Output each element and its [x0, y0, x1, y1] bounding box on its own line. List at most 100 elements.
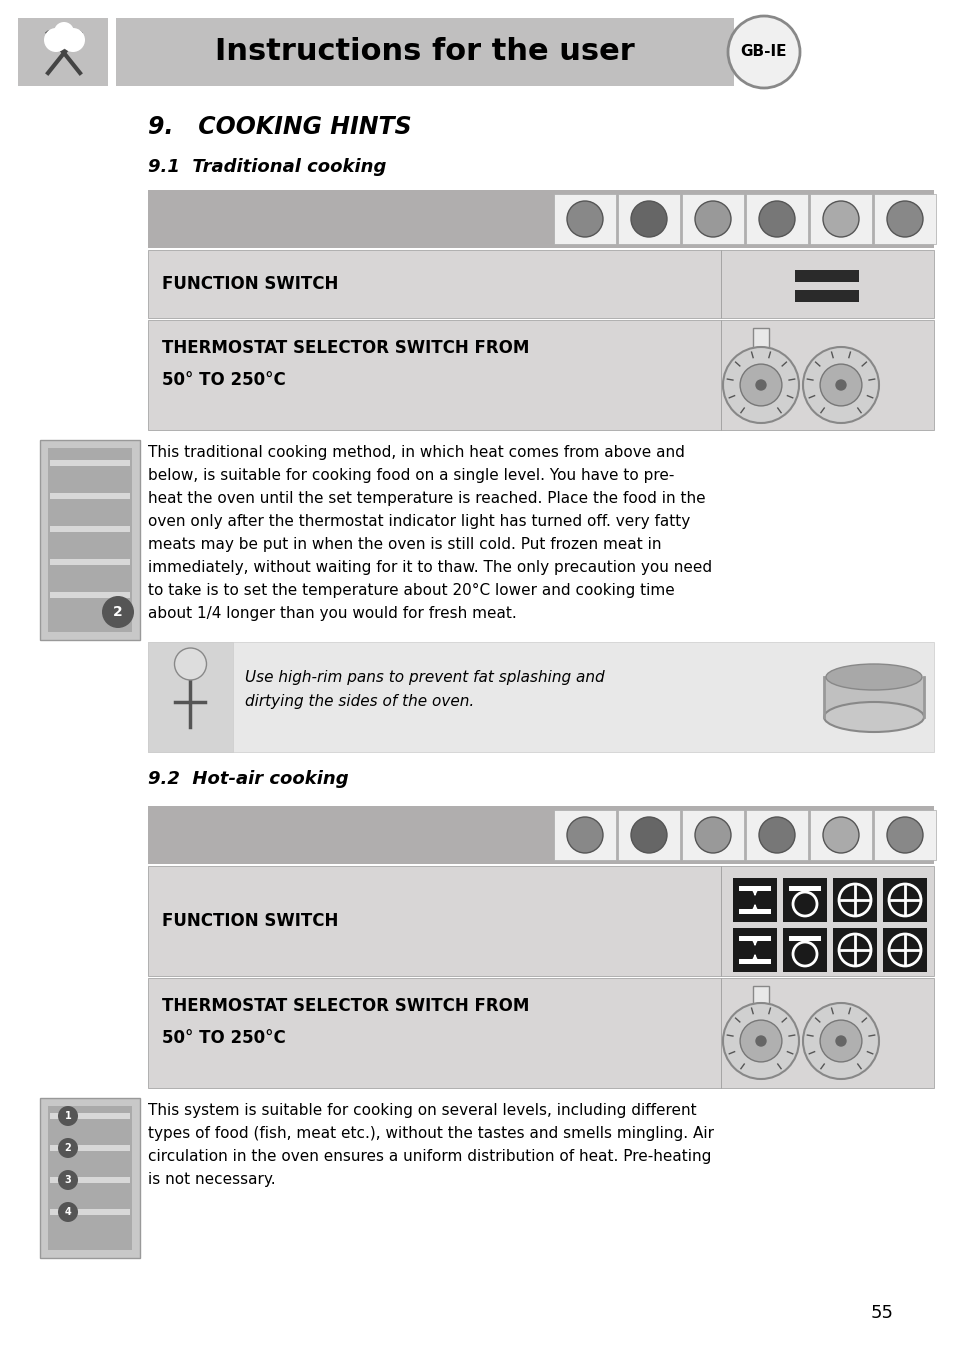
- Text: This system is suitable for cooking on several levels, including different: This system is suitable for cooking on s…: [148, 1103, 696, 1118]
- Text: to take is to set the temperature about 20°C lower and cooking time: to take is to set the temperature about …: [148, 583, 674, 598]
- Bar: [554, 810, 616, 860]
- Circle shape: [740, 364, 781, 406]
- Bar: [681, 193, 743, 243]
- Text: 50° TO 250°C: 50° TO 250°C: [162, 1029, 286, 1046]
- Bar: [554, 193, 616, 243]
- Bar: [873, 193, 935, 243]
- Bar: [739, 959, 770, 964]
- Bar: [50, 526, 130, 531]
- Circle shape: [44, 28, 68, 51]
- Bar: [720, 320, 933, 430]
- Bar: [148, 642, 233, 752]
- Text: below, is suitable for cooking food on a single level. You have to pre-: below, is suitable for cooking food on a…: [148, 468, 674, 483]
- Text: immediately, without waiting for it to thaw. The only precaution you need: immediately, without waiting for it to t…: [148, 560, 711, 575]
- Circle shape: [566, 817, 602, 853]
- Bar: [720, 867, 933, 976]
- Circle shape: [58, 1138, 78, 1159]
- Text: 50° TO 250°C: 50° TO 250°C: [162, 370, 286, 389]
- Bar: [832, 927, 876, 972]
- Text: 9.2  Hot-air cooking: 9.2 Hot-air cooking: [148, 771, 348, 788]
- Text: 1: 1: [65, 1111, 71, 1121]
- Ellipse shape: [825, 664, 921, 690]
- Text: This traditional cooking method, in which heat comes from above and: This traditional cooking method, in whic…: [148, 445, 684, 460]
- Circle shape: [835, 1036, 846, 1046]
- Bar: [809, 193, 871, 243]
- Circle shape: [886, 201, 923, 237]
- Circle shape: [802, 347, 878, 423]
- Text: oven only after the thermostat indicator light has turned off. very fatty: oven only after the thermostat indicator…: [148, 514, 690, 529]
- Bar: [148, 191, 933, 247]
- Circle shape: [759, 201, 794, 237]
- Circle shape: [835, 380, 846, 391]
- Bar: [148, 250, 720, 318]
- Circle shape: [174, 648, 206, 680]
- Circle shape: [755, 1036, 766, 1046]
- Bar: [148, 642, 933, 752]
- Bar: [50, 1145, 130, 1151]
- Bar: [48, 1106, 132, 1251]
- Circle shape: [54, 22, 74, 42]
- Bar: [739, 909, 770, 914]
- Circle shape: [820, 364, 861, 406]
- Bar: [50, 1209, 130, 1215]
- Text: 2: 2: [113, 604, 123, 619]
- Circle shape: [822, 817, 858, 853]
- Text: Instructions for the user: Instructions for the user: [214, 38, 634, 66]
- Bar: [50, 1113, 130, 1119]
- Bar: [48, 448, 132, 631]
- Bar: [782, 877, 826, 922]
- Bar: [50, 460, 130, 466]
- Bar: [50, 558, 130, 565]
- Circle shape: [58, 1106, 78, 1126]
- Text: types of food (fish, meat etc.), without the tastes and smells mingling. Air: types of food (fish, meat etc.), without…: [148, 1126, 713, 1141]
- Bar: [739, 936, 770, 941]
- Text: THERMOSTAT SELECTOR SWITCH FROM: THERMOSTAT SELECTOR SWITCH FROM: [162, 339, 529, 357]
- Bar: [745, 810, 807, 860]
- Bar: [681, 810, 743, 860]
- Circle shape: [727, 16, 800, 88]
- Bar: [752, 329, 768, 347]
- Circle shape: [755, 380, 766, 391]
- Bar: [50, 493, 130, 499]
- Text: meats may be put in when the oven is still cold. Put frozen meat in: meats may be put in when the oven is sti…: [148, 537, 660, 552]
- Text: 55: 55: [870, 1303, 893, 1322]
- Bar: [788, 886, 821, 891]
- Bar: [739, 886, 770, 891]
- Bar: [720, 250, 933, 318]
- Circle shape: [820, 1021, 861, 1061]
- Circle shape: [740, 1021, 781, 1061]
- Text: is not necessary.: is not necessary.: [148, 1172, 275, 1187]
- Circle shape: [822, 201, 858, 237]
- Circle shape: [58, 1169, 78, 1190]
- Bar: [116, 18, 733, 87]
- Text: 3: 3: [65, 1175, 71, 1184]
- Circle shape: [695, 201, 730, 237]
- Bar: [50, 1178, 130, 1183]
- Circle shape: [61, 28, 85, 51]
- Circle shape: [695, 817, 730, 853]
- Bar: [732, 877, 776, 922]
- Bar: [720, 977, 933, 1088]
- Bar: [148, 867, 720, 976]
- Bar: [50, 592, 130, 598]
- Bar: [823, 677, 923, 719]
- Text: about 1/4 longer than you would for fresh meat.: about 1/4 longer than you would for fres…: [148, 606, 517, 621]
- Text: 9.   COOKING HINTS: 9. COOKING HINTS: [148, 115, 411, 139]
- Circle shape: [566, 201, 602, 237]
- Text: circulation in the oven ensures a uniform distribution of heat. Pre-heating: circulation in the oven ensures a unifor…: [148, 1149, 711, 1164]
- Circle shape: [802, 1003, 878, 1079]
- Circle shape: [630, 201, 666, 237]
- Circle shape: [58, 1202, 78, 1222]
- Text: FUNCTION SWITCH: FUNCTION SWITCH: [162, 913, 338, 930]
- Bar: [148, 320, 720, 430]
- Text: 4: 4: [65, 1207, 71, 1217]
- Bar: [732, 927, 776, 972]
- Circle shape: [630, 817, 666, 853]
- Bar: [882, 877, 926, 922]
- Bar: [795, 289, 859, 301]
- Bar: [882, 927, 926, 972]
- Bar: [873, 810, 935, 860]
- Circle shape: [886, 817, 923, 853]
- Text: heat the oven until the set temperature is reached. Place the food in the: heat the oven until the set temperature …: [148, 491, 705, 506]
- Bar: [745, 193, 807, 243]
